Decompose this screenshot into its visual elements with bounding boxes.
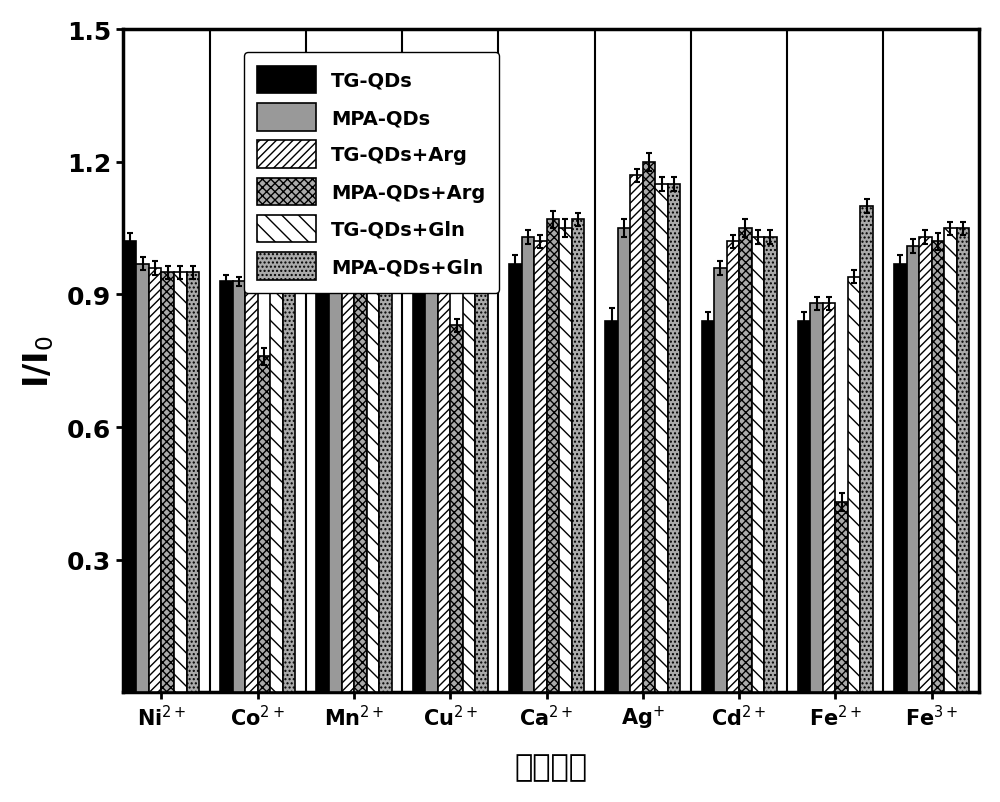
- Y-axis label: I/I$_0$: I/I$_0$: [21, 335, 56, 387]
- Bar: [124, 242, 136, 692]
- Bar: [258, 357, 270, 692]
- Bar: [848, 277, 860, 692]
- Bar: [174, 273, 187, 692]
- Legend: TG-QDs, MPA-QDs, TG-QDs+Arg, MPA-QDs+Arg, TG-QDs+Gln, MPA-QDs+Gln: TG-QDs, MPA-QDs, TG-QDs+Arg, MPA-QDs+Arg…: [244, 53, 499, 294]
- Bar: [413, 295, 425, 692]
- Bar: [547, 220, 559, 692]
- Bar: [630, 176, 643, 692]
- Bar: [919, 237, 932, 692]
- Bar: [245, 286, 258, 692]
- Bar: [907, 246, 919, 692]
- Bar: [475, 273, 488, 692]
- Bar: [283, 282, 295, 692]
- Bar: [957, 229, 969, 692]
- Bar: [161, 273, 174, 692]
- Bar: [329, 251, 342, 692]
- Bar: [932, 242, 944, 692]
- Bar: [187, 273, 199, 692]
- Bar: [823, 304, 835, 692]
- Bar: [220, 282, 233, 692]
- Bar: [316, 242, 329, 692]
- Bar: [450, 326, 463, 692]
- Bar: [463, 282, 475, 692]
- Bar: [605, 322, 618, 692]
- Bar: [894, 264, 907, 692]
- Bar: [618, 229, 630, 692]
- Bar: [798, 322, 810, 692]
- Bar: [739, 229, 752, 692]
- Bar: [233, 282, 245, 692]
- Bar: [702, 322, 714, 692]
- Bar: [727, 242, 739, 692]
- Bar: [379, 246, 392, 692]
- Bar: [149, 269, 161, 692]
- Bar: [425, 286, 438, 692]
- Bar: [367, 246, 379, 692]
- Bar: [354, 251, 367, 692]
- Bar: [860, 207, 873, 692]
- X-axis label: 金属离子: 金属离子: [514, 752, 587, 781]
- Bar: [655, 184, 668, 692]
- Bar: [572, 220, 584, 692]
- Bar: [944, 229, 957, 692]
- Bar: [270, 282, 283, 692]
- Bar: [534, 242, 547, 692]
- Bar: [522, 237, 534, 692]
- Bar: [559, 229, 572, 692]
- Bar: [342, 246, 354, 692]
- Bar: [509, 264, 522, 692]
- Bar: [668, 184, 680, 692]
- Bar: [643, 163, 655, 692]
- Bar: [764, 237, 777, 692]
- Bar: [810, 304, 823, 692]
- Bar: [714, 269, 727, 692]
- Bar: [835, 503, 848, 692]
- Bar: [438, 286, 450, 692]
- Bar: [752, 237, 764, 692]
- Bar: [136, 264, 149, 692]
